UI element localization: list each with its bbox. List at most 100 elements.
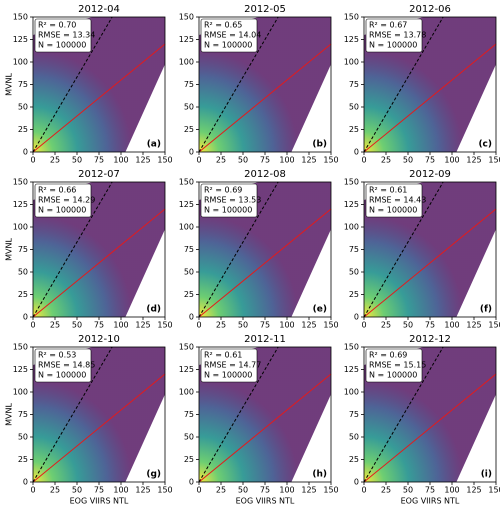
panel-title: 2012-10 [78, 334, 120, 345]
y-tick-label: 100 [179, 223, 194, 232]
stats-text: R² = 0.61 [204, 351, 242, 360]
y-tick-label: 125 [179, 200, 194, 209]
stats-box [365, 348, 423, 383]
x-tick-label: 25 [381, 156, 391, 165]
fit-line [363, 43, 497, 153]
fit-line [198, 16, 279, 153]
x-tick-label: 50 [403, 321, 413, 330]
y-tick-label: 0 [354, 148, 359, 157]
x-tick-label: 0 [30, 156, 35, 165]
panel: 0 25 50 75 100 125 15002550751001251502012-07R… [5, 169, 173, 330]
x-tick-label: 125 [301, 156, 316, 165]
stats-box [200, 348, 258, 383]
y-tick-label: 0 [189, 478, 194, 487]
x-tick-label: 150 [323, 486, 338, 495]
x-tick-label: 100 [444, 321, 459, 330]
panel-label: (i) [481, 470, 492, 480]
y-axis-label: MVNL [5, 403, 14, 426]
y-tick-label: 125 [344, 35, 359, 44]
y-tick-label: 75 [349, 80, 359, 89]
x-tick-label: 100 [113, 486, 128, 495]
x-tick-label: 50 [403, 486, 413, 495]
y-tick-label: 100 [179, 388, 194, 397]
stats-text: N = 100000 [369, 206, 417, 215]
stats-text: RMSE = 14.77 [204, 361, 261, 370]
x-tick-label: 100 [279, 486, 294, 495]
y-tick-label: 100 [13, 388, 28, 397]
fit-line [363, 346, 444, 483]
stats-text: R² = 0.67 [369, 21, 407, 30]
fit-line [198, 181, 279, 318]
fit-line [198, 346, 279, 483]
fit-line [32, 346, 113, 483]
panel: 0 25 50 75 100 125 15002550751001251502012-11R… [179, 334, 339, 506]
x-tick-label: 75 [94, 321, 104, 330]
x-tick-label: 150 [323, 156, 338, 165]
y-tick-label: 0 [354, 478, 359, 487]
stats-text: N = 100000 [369, 371, 417, 380]
x-tick-label: 100 [444, 156, 459, 165]
y-tick-label: 75 [184, 80, 194, 89]
fit-line [198, 373, 332, 483]
y-tick-label: 75 [184, 245, 194, 254]
stats-text: RMSE = 14.85 [38, 361, 95, 370]
x-tick-label: 0 [196, 486, 201, 495]
stats-text: N = 100000 [204, 206, 252, 215]
stats-text: R² = 0.61 [369, 186, 407, 195]
x-tick-label: 25 [216, 486, 226, 495]
y-tick-label: 0 [354, 313, 359, 322]
stats-text: RMSE = 13.53 [204, 196, 261, 205]
y-tick-label: 125 [13, 365, 28, 374]
x-tick-label: 0 [196, 156, 201, 165]
x-axis-label: EOG VIIRS NTL [70, 497, 129, 506]
panel-title: 2012-05 [244, 4, 286, 15]
y-tick-label: 25 [349, 290, 359, 299]
y-tick-label: 125 [13, 35, 28, 44]
y-tick-label: 75 [18, 410, 28, 419]
y-tick-label: 150 [344, 13, 359, 22]
fit-line [32, 43, 166, 153]
y-tick-label: 25 [18, 455, 28, 464]
stats-box [34, 183, 92, 218]
x-tick-label: 75 [260, 321, 270, 330]
y-tick-label: 125 [179, 365, 194, 374]
stats-text: N = 100000 [38, 41, 86, 50]
stats-text: RMSE = 13.34 [38, 31, 95, 40]
y-tick-label: 150 [13, 178, 28, 187]
panel: 0 25 50 75 100 125 15002550751001251502012-08R… [179, 169, 339, 330]
y-tick-label: 25 [349, 455, 359, 464]
x-tick-label: 0 [30, 321, 35, 330]
panel-title: 2012-12 [409, 334, 451, 345]
stats-box [34, 18, 92, 53]
panel-label: (b) [312, 140, 327, 150]
y-tick-label: 50 [184, 103, 194, 112]
stats-box [365, 183, 423, 218]
y-tick-label: 50 [18, 268, 28, 277]
stats-text: R² = 0.53 [38, 351, 76, 360]
y-tick-label: 75 [184, 410, 194, 419]
y-tick-label: 150 [13, 13, 28, 22]
x-tick-label: 0 [196, 321, 201, 330]
y-tick-label: 75 [18, 245, 28, 254]
y-tick-label: 150 [13, 343, 28, 352]
x-tick-label: 125 [466, 321, 481, 330]
stats-box [34, 348, 92, 383]
stats-box [365, 18, 423, 53]
stats-text: RMSE = 14.43 [369, 196, 426, 205]
y-tick-label: 100 [179, 58, 194, 67]
stats-text: RMSE = 13.78 [369, 31, 426, 40]
panel-label: (h) [312, 470, 327, 480]
x-tick-label: 100 [279, 156, 294, 165]
panel-title: 2012-09 [409, 169, 451, 180]
y-tick-label: 25 [18, 125, 28, 134]
y-tick-label: 100 [344, 223, 359, 232]
x-tick-label: 50 [72, 156, 82, 165]
x-tick-label: 150 [157, 321, 172, 330]
x-tick-label: 75 [425, 321, 435, 330]
y-tick-label: 125 [344, 200, 359, 209]
y-tick-label: 0 [23, 478, 28, 487]
x-tick-label: 100 [113, 321, 128, 330]
x-tick-label: 75 [425, 486, 435, 495]
x-tick-label: 150 [157, 156, 172, 165]
x-tick-label: 75 [94, 486, 104, 495]
